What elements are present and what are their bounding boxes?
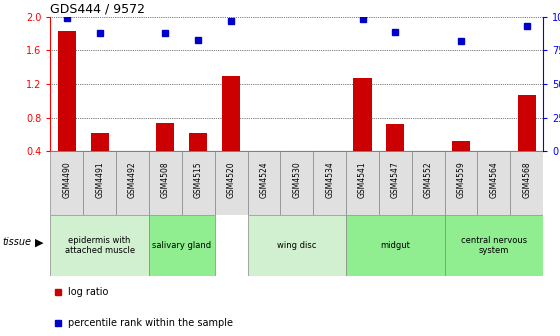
Text: GSM4559: GSM4559 bbox=[456, 162, 465, 198]
Bar bbox=[50, 215, 149, 276]
Bar bbox=[222, 76, 240, 151]
Bar bbox=[518, 95, 536, 151]
Text: GDS444 / 9572: GDS444 / 9572 bbox=[50, 3, 146, 16]
Text: central nervous
system: central nervous system bbox=[461, 236, 527, 255]
Text: GSM4541: GSM4541 bbox=[358, 162, 367, 198]
Bar bbox=[248, 151, 281, 215]
Text: GSM4524: GSM4524 bbox=[259, 162, 268, 198]
Text: GSM4515: GSM4515 bbox=[194, 162, 203, 198]
Bar bbox=[386, 124, 404, 151]
Bar bbox=[83, 151, 116, 215]
Text: ▶: ▶ bbox=[35, 237, 44, 247]
Text: wing disc: wing disc bbox=[277, 241, 316, 250]
Bar bbox=[445, 215, 543, 276]
Bar bbox=[313, 151, 346, 215]
Text: GSM4564: GSM4564 bbox=[489, 162, 498, 198]
Text: GSM4530: GSM4530 bbox=[292, 162, 301, 198]
Bar bbox=[58, 31, 76, 151]
Text: salivary gland: salivary gland bbox=[152, 241, 211, 250]
Text: GSM4534: GSM4534 bbox=[325, 162, 334, 198]
Text: midgut: midgut bbox=[380, 241, 410, 250]
Text: GSM4491: GSM4491 bbox=[95, 162, 104, 198]
Bar bbox=[445, 151, 478, 215]
Bar bbox=[214, 151, 248, 215]
Bar bbox=[182, 151, 214, 215]
Bar bbox=[478, 151, 510, 215]
Bar bbox=[91, 133, 109, 151]
Bar bbox=[116, 151, 149, 215]
Text: GSM4508: GSM4508 bbox=[161, 162, 170, 198]
Bar bbox=[346, 151, 379, 215]
Bar bbox=[412, 151, 445, 215]
Bar bbox=[50, 151, 83, 215]
Bar bbox=[156, 123, 174, 151]
Text: GSM4490: GSM4490 bbox=[62, 162, 71, 198]
Text: tissue: tissue bbox=[3, 237, 32, 247]
Text: GSM4547: GSM4547 bbox=[391, 162, 400, 198]
Text: log ratio: log ratio bbox=[68, 288, 108, 297]
Bar bbox=[189, 133, 207, 151]
Bar bbox=[149, 151, 182, 215]
Bar bbox=[452, 141, 470, 151]
Text: GSM4492: GSM4492 bbox=[128, 162, 137, 198]
Bar bbox=[379, 151, 412, 215]
Bar bbox=[346, 215, 445, 276]
Text: GSM4520: GSM4520 bbox=[227, 162, 236, 198]
Text: GSM4552: GSM4552 bbox=[424, 162, 433, 198]
Text: GSM4568: GSM4568 bbox=[522, 162, 531, 198]
Bar bbox=[353, 78, 371, 151]
Bar bbox=[248, 215, 346, 276]
Bar bbox=[510, 151, 543, 215]
Text: percentile rank within the sample: percentile rank within the sample bbox=[68, 318, 232, 328]
Bar bbox=[281, 151, 313, 215]
Bar bbox=[149, 215, 214, 276]
Text: epidermis with
attached muscle: epidermis with attached muscle bbox=[64, 236, 135, 255]
